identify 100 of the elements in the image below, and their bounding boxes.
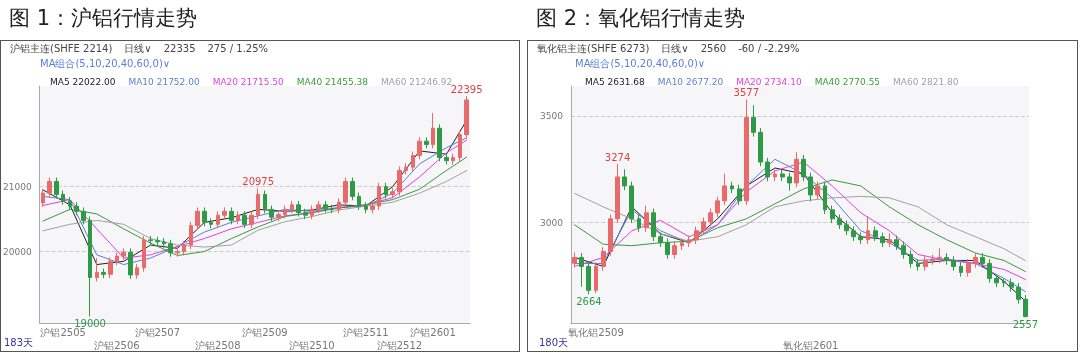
candlestick (431, 112, 435, 149)
candlestick (672, 240, 677, 260)
candlestick (202, 206, 207, 227)
legend-title: MA组合(5,10,20,40,60,0)∨ (575, 57, 706, 69)
x-tick-label: 沪铝2510 (289, 339, 335, 351)
candlestick (715, 196, 720, 218)
candlestick (263, 190, 267, 214)
candlestick (680, 237, 684, 251)
candlestick (411, 151, 415, 172)
candlestick (730, 181, 734, 194)
candlestick (658, 231, 663, 248)
line-series (42, 156, 468, 256)
candlestick (242, 210, 247, 229)
candlestick (1009, 278, 1014, 293)
candlestick (424, 136, 429, 149)
candlestick (937, 247, 942, 264)
candlestick (142, 235, 146, 273)
candlestick (1002, 278, 1006, 288)
y-tick-label: 20000 (2, 246, 32, 257)
x-tick-label: 沪铝2509 (242, 326, 288, 338)
y-tick-label: 21000 (2, 181, 32, 192)
x-tick-label: 沪铝2512 (376, 339, 423, 351)
candlestick (837, 214, 842, 230)
candlestick (88, 216, 92, 318)
candlestick (923, 255, 928, 272)
annotation: 3577 (733, 86, 760, 98)
candlestick (195, 206, 200, 230)
x-axis-title: 183天 (3, 336, 34, 348)
x-tick-label: 沪铝2507 (134, 326, 181, 338)
candlestick (464, 95, 469, 140)
candlestick (135, 263, 139, 280)
chart-title: 图 2：氧化铝行情走势 (536, 5, 746, 30)
candlestick (216, 210, 220, 229)
text: MA40 2770.55 (814, 76, 881, 87)
text: 氧化铝主连(SHFE 6273) (537, 42, 650, 54)
candlestick (851, 225, 856, 242)
candlestick (115, 251, 119, 266)
candlestick (41, 188, 45, 208)
candlestick (1023, 294, 1028, 318)
candlestick (944, 252, 949, 266)
candlestick (222, 206, 227, 220)
candlestick (801, 154, 806, 182)
candlestick (622, 168, 627, 191)
candlestick (773, 169, 777, 182)
candlestick (722, 173, 727, 206)
candlestick (830, 205, 835, 224)
candlestick (323, 200, 328, 214)
candlestick (162, 237, 166, 249)
candlestick (637, 214, 641, 233)
candlestick (451, 153, 455, 166)
candlestick (916, 258, 920, 272)
candlestick (437, 123, 442, 162)
candlestick (594, 261, 598, 294)
candlestick (873, 225, 878, 242)
candlestick (787, 172, 792, 192)
text: 日线∨ (124, 42, 152, 54)
candlestick (189, 221, 193, 250)
candlestick (665, 237, 670, 260)
candlestick (959, 261, 963, 278)
candlestick (95, 257, 99, 282)
candlestick (236, 210, 240, 225)
candlestick (572, 252, 577, 268)
text: MA60 21246.92 (380, 76, 453, 87)
annotation: 3274 (604, 151, 631, 163)
text: 2560 (700, 42, 727, 54)
candlestick (397, 166, 402, 197)
candlestick (973, 252, 978, 269)
candlestick (54, 177, 59, 199)
candlestick (951, 255, 956, 272)
candlestick (209, 217, 213, 229)
candlestick (708, 208, 713, 227)
candlestick (296, 200, 301, 218)
candlestick (148, 235, 153, 245)
x-tick-label: 氧化铝2509 (568, 326, 624, 338)
candlestick (1016, 282, 1021, 305)
candlestick (74, 201, 79, 216)
candlestick (586, 261, 591, 295)
text: MA20 2734.10 (736, 76, 802, 87)
candlestick (350, 177, 355, 201)
candlestick (155, 236, 160, 247)
candlestick (880, 231, 885, 248)
candlestick (629, 181, 634, 224)
candlestick (994, 273, 999, 288)
candlestick (694, 225, 699, 245)
text: 日线∨ (661, 42, 689, 54)
candlestick (780, 169, 785, 182)
line-series (42, 170, 468, 248)
candlestick (794, 151, 799, 188)
candlestick (249, 210, 254, 229)
candlestick (758, 127, 763, 167)
candlestick (930, 254, 935, 266)
candlestick (444, 153, 449, 166)
x-tick-label: 沪铝2508 (195, 339, 241, 351)
candlestick (101, 267, 106, 279)
candlestick (128, 247, 133, 280)
legend-title: MA组合(5,10,20,40,60,0)∨ (40, 57, 171, 69)
candlestick (987, 258, 992, 284)
candlestick (894, 234, 899, 251)
line-series (574, 192, 1026, 262)
candlestick (343, 177, 348, 207)
